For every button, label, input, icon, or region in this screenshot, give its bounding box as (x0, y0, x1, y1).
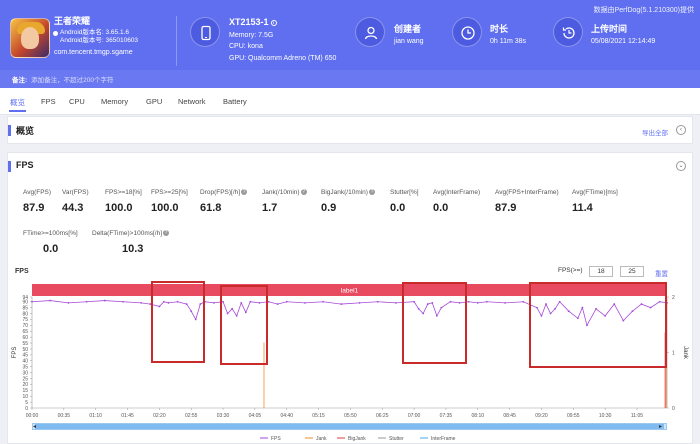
highlight-box (402, 282, 467, 364)
tab-fps[interactable]: FPS (41, 97, 56, 106)
chart-title: FPS (15, 268, 29, 275)
device-cpu: CPU: kona (229, 43, 263, 50)
header-divider (176, 16, 177, 66)
tab-network[interactable]: Network (178, 97, 206, 106)
stat-drop-fps: Drop(FPS)[/h]? 61.8 (200, 189, 248, 214)
tab-overview[interactable]: 概览 (10, 98, 25, 107)
stat-fps-25: FPS>=25[%] 100.0 (151, 189, 188, 214)
history-icon (553, 17, 583, 47)
stat-stutter: Stutter[%] 0.0 (390, 189, 419, 214)
report-header: 数据由PerfDog(5.1.210300)提供 王者荣耀 Android版本名… (0, 0, 700, 88)
fps-panel: FPS ⌄ (7, 152, 693, 444)
stat-avg-fps: Avg(FPS) 87.9 (23, 189, 52, 214)
device-name: XT2153-1 i (229, 17, 277, 27)
tab-battery[interactable]: Battery (223, 97, 247, 106)
remark-bar[interactable]: 备注: 添加备注，不超过200个字符 (0, 70, 700, 88)
stat-avg-ftime: Avg(FTime)[ms] 11.4 (572, 189, 618, 214)
phone-icon (190, 17, 220, 47)
app-icon (10, 18, 50, 58)
user-icon (355, 17, 385, 47)
android-version-code: Android版本号: 365010603 (60, 37, 139, 44)
scroll-left-icon[interactable]: ◂ (33, 424, 37, 430)
fps-threshold-input-1[interactable]: 18 (589, 266, 613, 277)
scroll-right-icon[interactable]: ▸ (659, 424, 663, 430)
stat-avg-fps-interframe: Avg(FPS+InterFrame) 87.9 (495, 189, 559, 214)
source-note: 数据由PerfDog(5.1.210300)提供 (593, 7, 694, 14)
chevron-down-icon[interactable]: ⌄ (676, 161, 686, 171)
remark-label: 备注: (12, 77, 28, 84)
highlight-box (529, 282, 667, 368)
remark-input[interactable]: 添加备注，不超过200个字符 (31, 77, 114, 84)
help-icon[interactable]: ? (241, 189, 248, 196)
tab-cpu[interactable]: CPU (69, 97, 85, 106)
stat-jank: Jank(/10min)? 1.7 (262, 189, 307, 214)
active-tab-indicator (9, 110, 26, 112)
creator-title: 创建者 (394, 24, 422, 34)
chevron-left-icon[interactable]: ‹ (676, 125, 686, 135)
device-memory: Memory: 7.5G (229, 32, 274, 39)
upload-title: 上传时间 (591, 24, 628, 34)
highlight-box (220, 285, 268, 365)
app-version-info: Android版本名: 3.65.1.6 Android版本号: 3650106… (60, 29, 138, 45)
tab-gpu[interactable]: GPU (146, 97, 163, 106)
duration-value: 0h 11m 38s (490, 38, 527, 45)
creator-value: jian wang (394, 38, 424, 45)
stat-avg-interframe: Avg(InterFrame) 0.0 (433, 189, 481, 214)
export-all-link[interactable]: 导出全部 (642, 130, 668, 137)
android-version-name: Android版本名: 3.65.1.6 (60, 29, 130, 36)
help-icon[interactable]: ? (300, 189, 307, 196)
android-icon (53, 31, 58, 36)
device-gpu: GPU: Qualcomm Adreno (TM) 650 (229, 55, 337, 62)
info-icon[interactable]: i (270, 19, 277, 26)
scrollbar-thumb[interactable] (35, 424, 664, 429)
stat-delta-ftime: Delta(FTime)>100ms[/h]? 10.3 (92, 230, 170, 255)
panel-accent (8, 125, 11, 136)
tab-memory[interactable]: Memory (101, 97, 129, 106)
app-package: com.tencent.tmgp.sgame (54, 49, 133, 56)
duration-title: 时长 (490, 24, 509, 34)
fps-threshold-label: FPS(>=) (558, 267, 583, 274)
stat-ftime-100: FTime>=100ms[%] 0.0 (23, 230, 78, 255)
fps-title: FPS (16, 160, 34, 170)
upload-value: 05/08/2021 12:14:49 (591, 38, 656, 45)
reset-button[interactable]: 重置 (655, 271, 668, 278)
stat-var-fps: Var(FPS) 44.3 (62, 189, 89, 214)
chart-scrollbar[interactable] (32, 423, 667, 430)
help-icon[interactable]: ? (163, 230, 170, 237)
stat-bigjank: BigJank(/10min)? 0.9 (321, 189, 375, 214)
clock-icon (452, 17, 482, 47)
fps-threshold-input-2[interactable]: 25 (620, 266, 644, 277)
app-name: 王者荣耀 (54, 16, 91, 26)
stat-fps-18: FPS>=18[%] 100.0 (105, 189, 142, 214)
overview-panel: 概览 导出全部 ‹ (7, 116, 693, 144)
overview-title: 概览 (16, 126, 35, 136)
help-icon[interactable]: ? (368, 189, 375, 196)
tab-bar: 概览 FPS CPU Memory GPU Network Battery (0, 88, 700, 115)
highlight-box (151, 281, 205, 363)
panel-accent (8, 161, 11, 172)
